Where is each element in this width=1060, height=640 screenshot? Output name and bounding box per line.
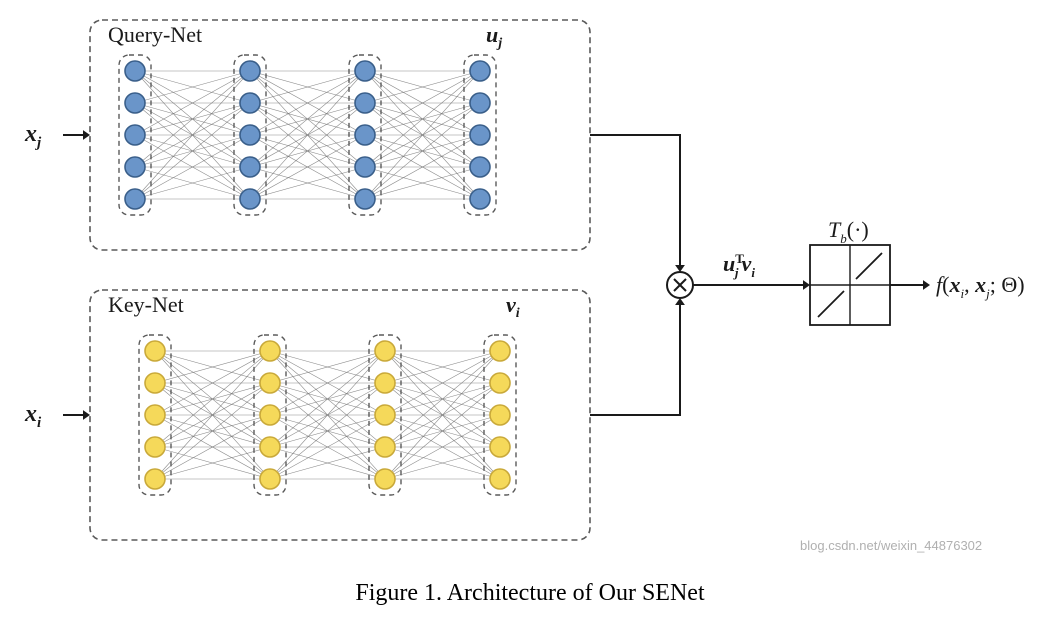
svg-text:uTjvi: uTjvi [723,251,755,280]
figure-caption: Figure 1. Architecture of Our SENet [0,580,1060,607]
watermark: blog.csdn.net/weixin_44876302 [800,538,982,553]
svg-text:Tb(·): Tb(·) [828,217,869,246]
svg-text:Query-Net: Query-Net [108,22,202,47]
svg-text:uj: uj [486,22,502,51]
diagram-canvas: Query-Net uj Key-Net vi xj xi uTjvi Tb(·) f(xi, … [0,0,1060,580]
svg-text:xi: xi [24,401,42,431]
svg-text:Key-Net: Key-Net [108,292,184,317]
svg-text:vi: vi [506,292,520,321]
svg-text:xj: xj [24,121,42,151]
svg-text:f(xi, xj; Θ): f(xi, xj; Θ) [936,272,1025,301]
